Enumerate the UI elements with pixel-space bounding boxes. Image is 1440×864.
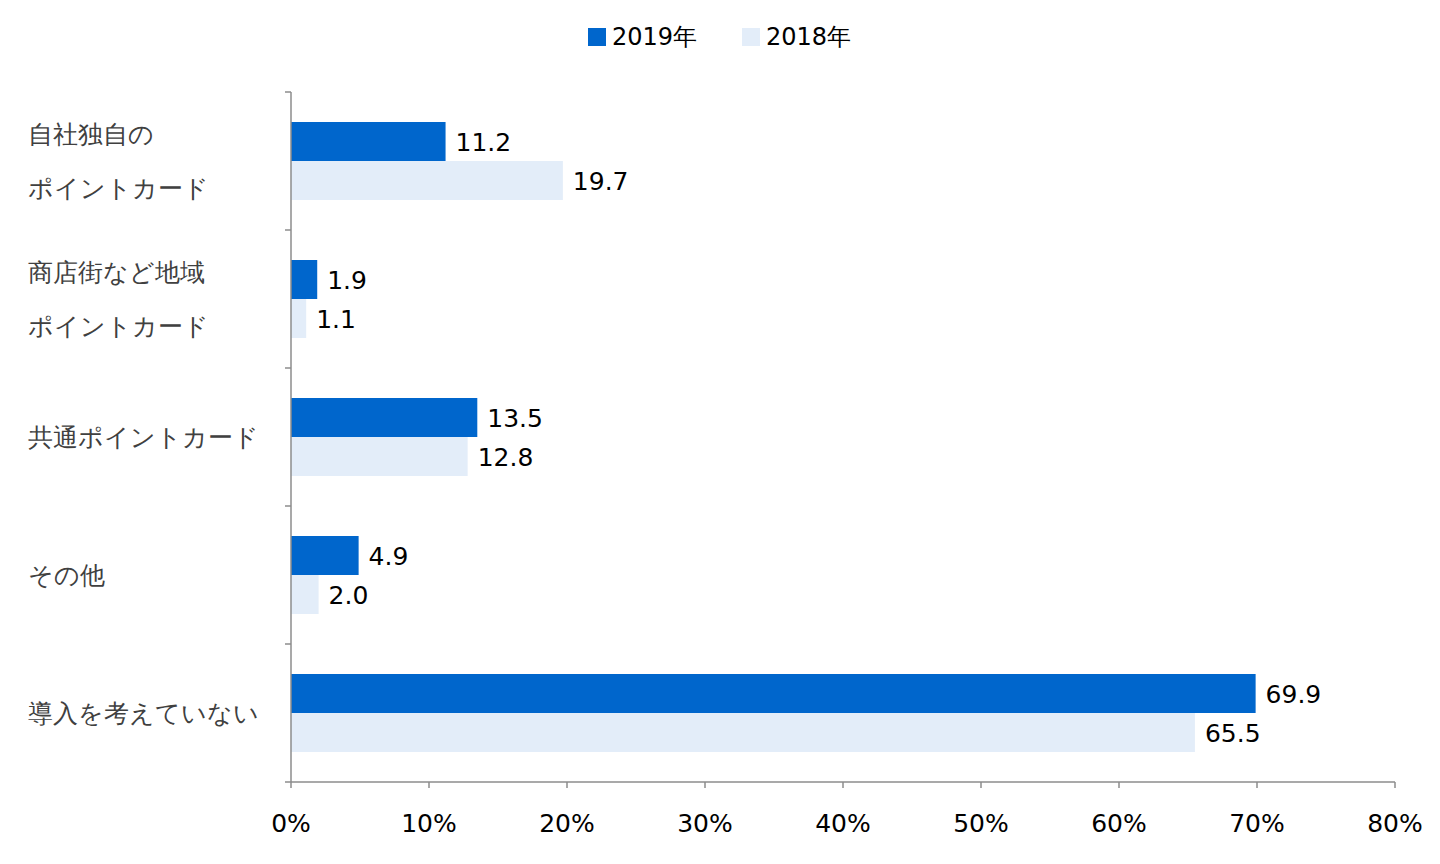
x-tick (842, 782, 844, 788)
x-tick (1394, 782, 1396, 788)
x-tick (1256, 782, 1258, 788)
x-tick (1118, 782, 1120, 788)
category-label: 商店街など地域ポイントカード (28, 258, 209, 341)
x-tick (290, 782, 292, 788)
data-label: 1.9 (327, 266, 367, 295)
category-label: 共通ポイントカード (28, 423, 259, 452)
data-label: 69.9 (1266, 680, 1322, 709)
data-label: 13.5 (487, 404, 543, 433)
category-separator (285, 781, 291, 783)
category-label-line: 自社独自の (28, 120, 154, 149)
category-label: その他 (28, 561, 105, 590)
bar (291, 299, 306, 338)
category-label-line: 商店街など地域 (28, 258, 205, 287)
data-labels: 11.2 1.9 13.5 4.9 69.9 19.7 1.1 12.8 2.0 65.5 (316, 128, 1321, 748)
bar (291, 398, 477, 437)
category-separator (285, 505, 291, 507)
x-tick (428, 782, 430, 788)
data-label: 1.1 (316, 305, 356, 334)
x-tick-label: 80% (1367, 809, 1423, 838)
category-label-line: 共通ポイントカード (28, 423, 259, 452)
data-label: 4.9 (369, 542, 409, 571)
x-tick-label: 10% (401, 809, 457, 838)
category-label-line: ポイントカード (28, 174, 209, 203)
x-tick-label: 0% (271, 809, 311, 838)
legend-label: 2018年 (766, 23, 851, 51)
x-tick (980, 782, 982, 788)
data-label: 12.8 (478, 443, 534, 472)
category-label-line: その他 (28, 561, 105, 590)
chart-root: 11.2 1.9 13.5 4.9 69.9 19.7 1.1 12.8 2.0 65.5 0% 10… (0, 0, 1440, 864)
x-tick-label: 30% (677, 809, 733, 838)
bar (291, 437, 468, 476)
legend-swatch (742, 28, 760, 46)
x-tick (704, 782, 706, 788)
bar (291, 161, 563, 200)
data-label: 65.5 (1205, 719, 1261, 748)
bar (291, 122, 446, 161)
category-label: 導入を考えていない (28, 699, 259, 728)
bar (291, 536, 359, 575)
legend-label: 2019年 (612, 23, 697, 51)
bar (291, 674, 1256, 713)
x-tick (566, 782, 568, 788)
x-tick-label: 40% (815, 809, 871, 838)
chart: 11.2 1.9 13.5 4.9 69.9 19.7 1.1 12.8 2.0 65.5 0% 10… (0, 0, 1440, 864)
data-label: 11.2 (456, 128, 512, 157)
legend-swatch (588, 28, 606, 46)
legend: 2019年 2018年 (588, 23, 851, 51)
category-separator (285, 367, 291, 369)
category-separator (285, 91, 291, 93)
bar (291, 260, 317, 299)
category-label-line: 導入を考えていない (28, 699, 259, 728)
x-tick-label: 20% (539, 809, 595, 838)
bars (291, 122, 1256, 752)
category-separator (285, 643, 291, 645)
bar (291, 713, 1195, 752)
data-label: 2.0 (329, 581, 369, 610)
x-tick-label: 70% (1229, 809, 1285, 838)
bar (291, 575, 319, 614)
category-label-line: ポイントカード (28, 312, 209, 341)
category-separator (285, 229, 291, 231)
category-label: 自社独自のポイントカード (28, 120, 209, 203)
data-label: 19.7 (573, 167, 629, 196)
x-tick-label: 50% (953, 809, 1009, 838)
y-axis-line (290, 92, 292, 782)
x-tick-label: 60% (1091, 809, 1147, 838)
